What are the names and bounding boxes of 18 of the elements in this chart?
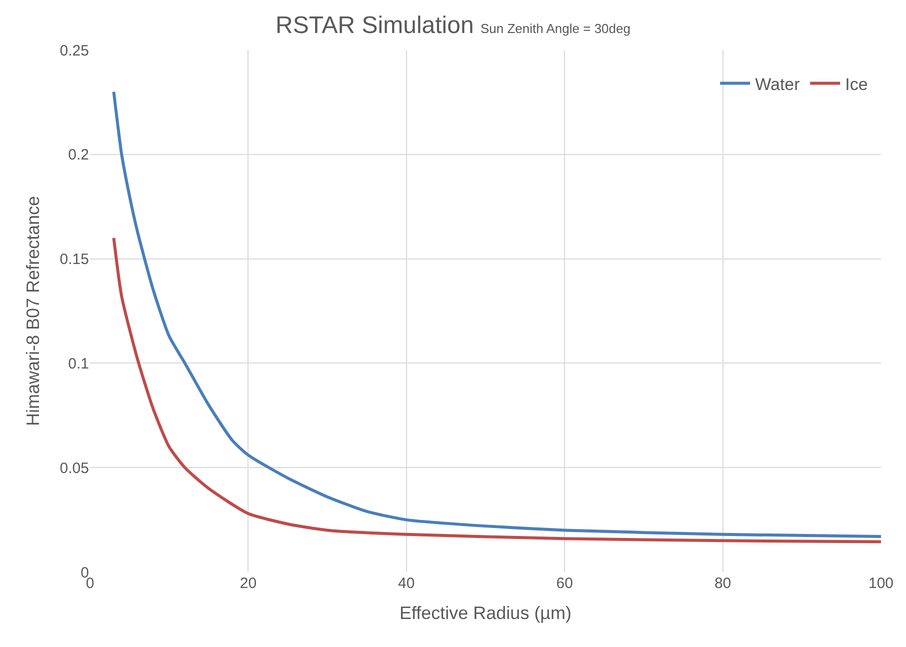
chart-title: RSTAR Simulation	[276, 12, 474, 39]
y-tick-label: 0.05	[60, 460, 89, 477]
x-tick-label: 60	[556, 575, 573, 592]
y-tick-label: 0.1	[68, 355, 89, 372]
chart-subtitle: Sun Zenith Angle = 30deg	[480, 20, 630, 36]
line-series	[112, 90, 881, 538]
x-tick-label: 80	[714, 575, 732, 592]
x-tick-label: 100	[868, 575, 894, 592]
legend-label: Water	[755, 74, 800, 94]
x-tick-label: 40	[398, 575, 415, 592]
legend-label: Ice	[845, 74, 868, 94]
y-tick-label: 0.2	[68, 146, 89, 164]
x-tick-label: 20	[240, 575, 257, 592]
y-axis-title: Himawari-8 B07 Refrectance	[22, 196, 43, 426]
y-tick-label: 0.15	[60, 251, 89, 268]
x-axis-title: Effective Radius (µm)	[399, 603, 572, 624]
line-series	[112, 236, 881, 544]
y-tick-label: 0.25	[60, 42, 89, 60]
